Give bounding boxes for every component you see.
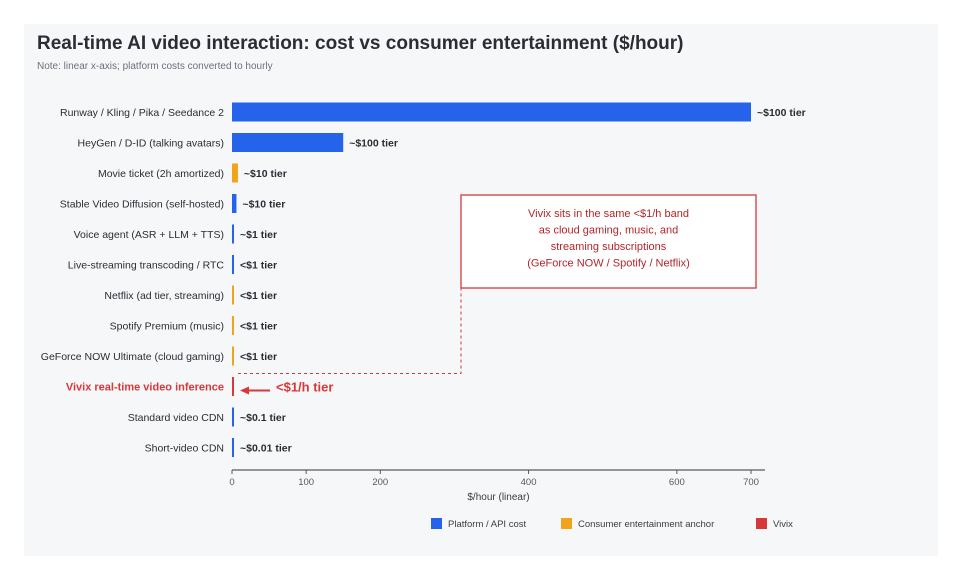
data-label: <$1 tier: [240, 260, 277, 272]
bar: [232, 377, 234, 396]
data-label: <$1 tier: [240, 321, 277, 333]
bar: [232, 224, 234, 244]
category-label: Movie ticket (2h amortized): [98, 168, 224, 180]
legend-swatch: [431, 518, 442, 529]
category-label: Live-streaming transcoding / RTC: [68, 260, 225, 272]
data-label: ~$10 tier: [244, 168, 287, 180]
bar: [232, 407, 234, 427]
data-label: ~$10 tier: [242, 199, 285, 211]
category-label: GeForce NOW Ultimate (cloud gaming): [41, 351, 224, 363]
bar: [232, 163, 238, 183]
legend-label: Consumer entertainment anchor: [578, 519, 714, 530]
annotation-text: Vivix sits in the same <$1/h band: [528, 208, 689, 220]
legend-swatch: [756, 518, 767, 529]
bar: [232, 194, 237, 213]
category-label: Stable Video Diffusion (self-hosted): [60, 199, 224, 211]
chart-subtitle: Note: linear x-axis; platform costs conv…: [37, 61, 273, 72]
category-label: Netflix (ad tier, streaming): [104, 290, 224, 302]
bar: [232, 438, 234, 457]
x-tick-label: 600: [669, 477, 685, 488]
bar: [232, 285, 234, 305]
annotation-text: streaming subscriptions: [551, 241, 667, 253]
data-label: <$1 tier: [240, 351, 277, 363]
annotation-text: as cloud gaming, music, and: [539, 225, 678, 237]
chart-title: Real-time AI video interaction: cost vs …: [37, 33, 684, 54]
x-tick-label: 100: [298, 477, 314, 488]
bar: [232, 255, 234, 274]
category-label: Spotify Premium (music): [110, 321, 224, 333]
annotation-box: [460, 194, 757, 289]
vivix-tier-label: <$1/h tier: [276, 380, 333, 395]
legend-label: Vivix: [773, 519, 793, 530]
x-tick-label: 0: [229, 477, 234, 488]
legend-swatch: [561, 518, 572, 529]
x-axis-label: $/hour (linear): [467, 492, 529, 503]
bar: [232, 316, 234, 335]
category-label: Voice agent (ASR + LLM + TTS): [74, 229, 224, 241]
category-label: Standard video CDN: [128, 412, 224, 424]
data-label: ~$100 tier: [757, 107, 806, 119]
x-tick-label: 700: [743, 477, 759, 488]
x-tick-label: 400: [521, 477, 537, 488]
x-tick-label: 200: [372, 477, 388, 488]
annotation-connector: [238, 288, 462, 374]
legend-label: Platform / API cost: [448, 519, 526, 530]
category-label: Runway / Kling / Pika / Seedance 2: [60, 107, 224, 119]
data-label: <$1 tier: [240, 290, 277, 302]
data-label: ~$1 tier: [240, 229, 277, 241]
category-label: Short-video CDN: [145, 443, 224, 455]
data-label: ~$100 tier: [349, 138, 398, 150]
category-label: Vivix real-time video inference: [66, 382, 224, 394]
bar: [232, 133, 344, 152]
bar: [232, 346, 234, 366]
data-label: ~$0.01 tier: [240, 443, 292, 455]
data-label: ~$0.1 tier: [240, 412, 286, 424]
category-label: HeyGen / D-ID (talking avatars): [78, 138, 224, 150]
arrow-head-icon: [240, 386, 249, 395]
bar: [232, 102, 751, 122]
annotation-text: (GeForce NOW / Spotify / Netflix): [527, 258, 690, 270]
